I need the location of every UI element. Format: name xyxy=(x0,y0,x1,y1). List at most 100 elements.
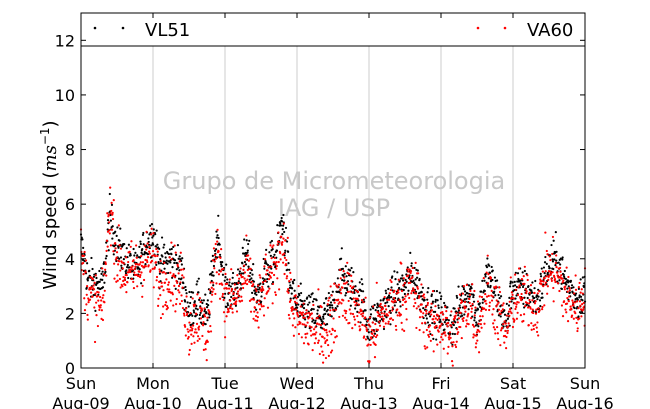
data-point xyxy=(443,301,446,305)
data-point xyxy=(170,253,173,256)
data-point xyxy=(296,310,299,313)
data-point xyxy=(304,336,307,339)
data-point xyxy=(399,313,403,316)
data-point xyxy=(111,225,114,228)
x-tick-label-date: Aug-14 xyxy=(412,394,469,409)
data-point xyxy=(579,291,582,294)
data-point xyxy=(425,328,428,332)
data-point xyxy=(409,270,413,273)
data-point xyxy=(552,286,555,290)
data-point xyxy=(561,281,564,284)
data-point xyxy=(414,261,417,264)
data-point xyxy=(522,275,525,278)
data-point xyxy=(258,299,261,302)
data-point xyxy=(206,299,209,302)
data-point xyxy=(503,341,506,344)
data-point xyxy=(520,278,524,281)
data-point xyxy=(425,312,428,315)
data-point xyxy=(209,290,212,293)
data-point xyxy=(451,332,454,335)
data-point xyxy=(176,243,180,247)
data-point xyxy=(480,290,483,293)
data-point xyxy=(300,336,303,339)
data-point xyxy=(279,224,283,227)
data-point xyxy=(581,292,584,295)
data-point xyxy=(187,335,190,339)
data-point xyxy=(382,327,386,331)
data-point xyxy=(339,289,342,292)
data-point xyxy=(271,302,274,305)
data-point xyxy=(543,277,546,280)
data-point xyxy=(262,288,265,292)
data-point xyxy=(115,256,118,259)
data-point xyxy=(229,285,232,288)
data-point xyxy=(434,317,437,320)
data-point xyxy=(437,314,440,317)
data-point xyxy=(280,243,284,246)
data-point xyxy=(204,293,207,296)
data-point xyxy=(449,336,452,340)
data-point xyxy=(284,249,287,252)
data-point xyxy=(238,272,241,275)
data-point xyxy=(516,272,520,275)
data-point xyxy=(300,291,303,295)
data-point xyxy=(181,257,184,260)
data-point xyxy=(179,281,182,284)
data-point xyxy=(213,249,217,252)
data-point xyxy=(432,350,435,353)
data-point xyxy=(457,285,460,288)
data-point xyxy=(157,297,160,300)
data-point xyxy=(396,283,399,286)
data-point xyxy=(237,294,240,298)
data-point xyxy=(249,257,252,260)
data-point xyxy=(305,309,308,312)
legend-label-va60: VA60 xyxy=(527,20,573,41)
data-point xyxy=(522,302,525,305)
data-point xyxy=(469,289,472,292)
data-point xyxy=(152,286,155,289)
data-point xyxy=(256,319,259,322)
data-point xyxy=(492,322,495,325)
data-point xyxy=(139,273,142,277)
data-point xyxy=(106,245,109,248)
data-point xyxy=(439,318,442,321)
data-point xyxy=(243,271,247,274)
data-point xyxy=(384,304,387,308)
data-point xyxy=(141,284,144,287)
data-point xyxy=(543,261,547,264)
data-point xyxy=(110,228,114,231)
data-point xyxy=(293,300,297,303)
data-point xyxy=(424,314,427,317)
data-point xyxy=(415,326,418,330)
data-point xyxy=(273,261,276,264)
data-point xyxy=(405,280,408,283)
data-point xyxy=(99,306,102,309)
data-point xyxy=(563,300,566,303)
data-point xyxy=(308,325,311,328)
data-point xyxy=(398,298,401,301)
data-point xyxy=(87,276,90,279)
data-point xyxy=(463,298,466,301)
data-point xyxy=(158,270,161,273)
data-point xyxy=(383,312,386,315)
data-point xyxy=(211,290,214,293)
data-point xyxy=(408,278,412,281)
data-point xyxy=(274,293,277,296)
data-point xyxy=(332,308,335,311)
data-point xyxy=(310,334,313,337)
data-point xyxy=(261,277,265,280)
data-point xyxy=(493,328,497,331)
data-point xyxy=(425,309,428,313)
data-point xyxy=(343,276,346,279)
data-point xyxy=(401,296,404,299)
data-point xyxy=(266,263,270,267)
data-point xyxy=(402,288,405,292)
data-point xyxy=(125,273,128,277)
data-point xyxy=(513,302,516,305)
data-point xyxy=(265,262,268,265)
data-point xyxy=(534,312,538,315)
data-point xyxy=(457,331,460,334)
data-point xyxy=(432,318,435,321)
data-point xyxy=(144,265,147,268)
data-point xyxy=(346,288,349,292)
